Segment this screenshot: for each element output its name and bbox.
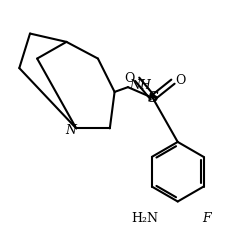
Text: O: O <box>124 72 134 85</box>
Text: N: N <box>65 124 76 137</box>
Text: H₂N: H₂N <box>130 212 157 225</box>
Text: F: F <box>201 212 210 225</box>
Text: NH: NH <box>129 80 150 93</box>
Text: O: O <box>175 74 185 87</box>
Text: S: S <box>148 91 159 105</box>
